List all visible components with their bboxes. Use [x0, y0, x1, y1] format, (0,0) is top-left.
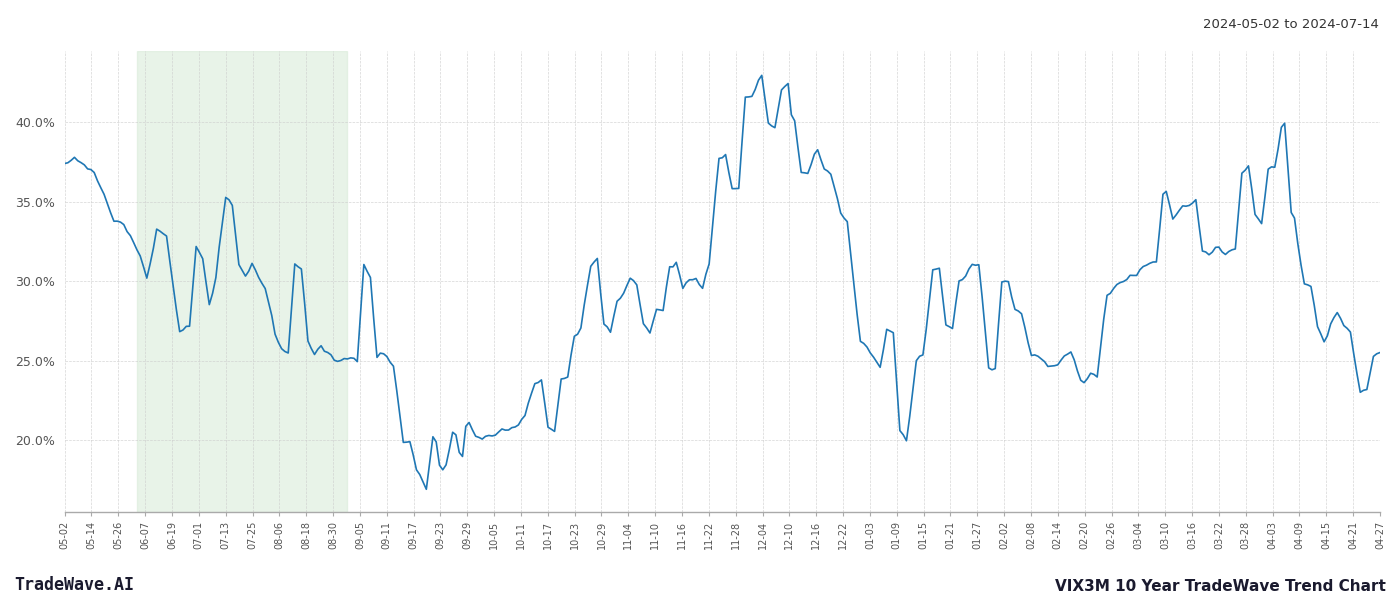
Bar [137, 51, 347, 512]
Text: VIX3M 10 Year TradeWave Trend Chart: VIX3M 10 Year TradeWave Trend Chart [1056, 579, 1386, 594]
Text: 2024-05-02 to 2024-07-14: 2024-05-02 to 2024-07-14 [1203, 18, 1379, 31]
Text: TradeWave.AI: TradeWave.AI [14, 576, 134, 594]
